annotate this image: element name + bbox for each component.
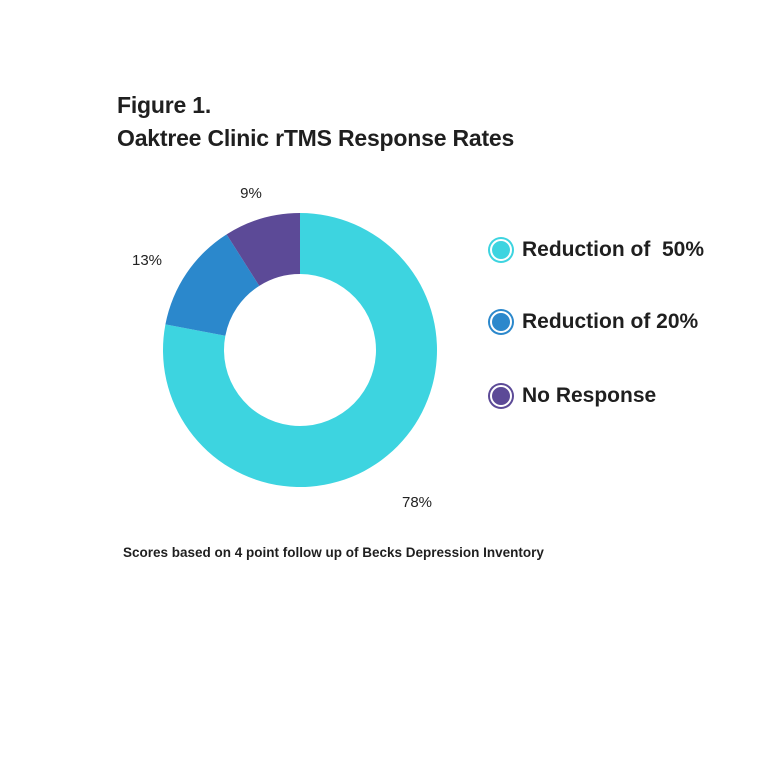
legend-item-no-response: No Response xyxy=(486,384,656,408)
chart-title: Oaktree Clinic rTMS Response Rates xyxy=(117,125,515,151)
slice-labels: 78% 13% 9% xyxy=(132,185,432,511)
slice-percent-label: 78% xyxy=(402,494,432,511)
legend-label: Reduction of 20% xyxy=(522,310,699,333)
slice-percent-label: 9% xyxy=(240,185,262,202)
legend-item-reduction-50: Reduction of 50% xyxy=(486,238,704,262)
slice-percent-label: 13% xyxy=(132,252,162,269)
donut-slices xyxy=(163,213,438,487)
legend-label: Reduction of 50% xyxy=(522,238,705,261)
donut-slice-1 xyxy=(165,234,260,336)
figure-label: Figure 1. xyxy=(117,92,212,118)
legend-item-reduction-20: Reduction of 20% xyxy=(486,310,698,334)
legend-swatch-icon xyxy=(490,311,512,333)
legend-label: No Response xyxy=(522,384,657,407)
legend-swatch-icon xyxy=(490,385,512,407)
donut-slice-0 xyxy=(163,213,438,487)
legend-swatch-icon xyxy=(490,239,512,261)
footnote: Scores based on 4 point follow up of Bec… xyxy=(123,545,544,560)
donut-slice-2 xyxy=(226,213,300,286)
